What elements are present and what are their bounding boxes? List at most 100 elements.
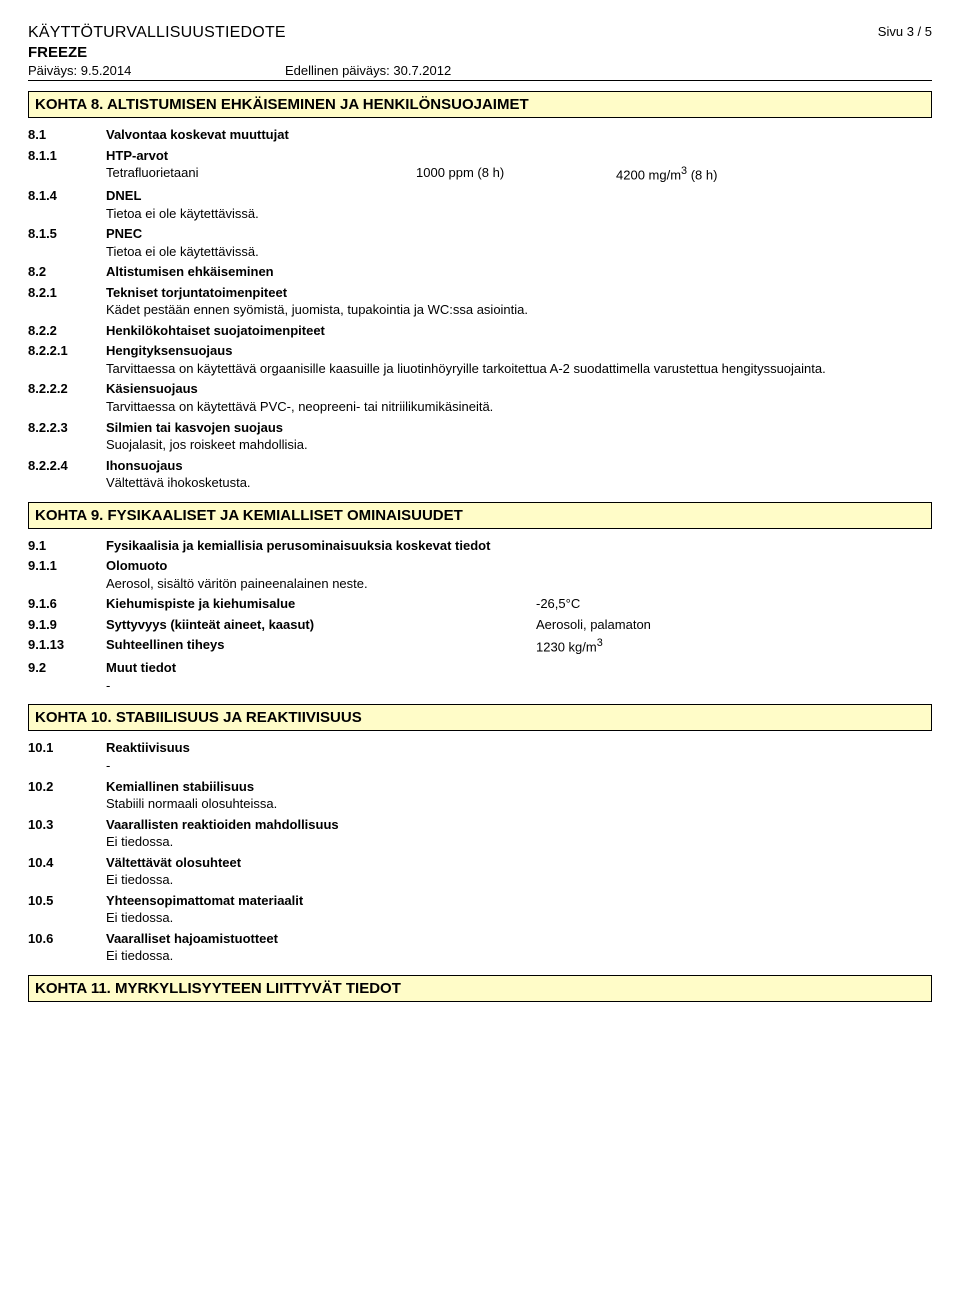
- content: Vältettävät olosuhteet Ei tiedossa.: [106, 854, 932, 889]
- body: Ei tiedossa.: [106, 909, 932, 927]
- header-left: KÄYTTÖTURVALLISUUSTIEDOTE FREEZE Päiväys…: [28, 24, 451, 78]
- label: Vaarallisten reaktioiden mahdollisuus: [106, 816, 932, 834]
- label: Reaktiivisuus: [106, 739, 932, 757]
- row-8-2-2-3: 8.2.2.3 Silmien tai kasvojen suojaus Suo…: [28, 419, 932, 454]
- label: Hengityksensuojaus: [106, 342, 932, 360]
- row-8-1-1: 8.1.1 HTP-arvot Tetrafluorietaani 1000 p…: [28, 147, 932, 184]
- content: Reaktiivisuus -: [106, 739, 932, 774]
- content: Vaaralliset hajoamistuotteet Ei tiedossa…: [106, 930, 932, 965]
- content: Silmien tai kasvojen suojaus Suojalasit,…: [106, 419, 932, 454]
- num: 8.1.1: [28, 147, 106, 184]
- section-10-title: KOHTA 10. STABIILISUUS JA REAKTIIVISUUS: [28, 704, 932, 731]
- num: 10.2: [28, 778, 106, 813]
- row-10-4: 10.4 Vältettävät olosuhteet Ei tiedossa.: [28, 854, 932, 889]
- label: Vältettävät olosuhteet: [106, 854, 932, 872]
- body: Tarvittaessa on käytettävä PVC-, neopree…: [106, 398, 932, 416]
- row-10-1: 10.1 Reaktiivisuus -: [28, 739, 932, 774]
- htp-row: Tetrafluorietaani 1000 ppm (8 h) 4200 mg…: [106, 164, 932, 184]
- num: 9.2: [28, 659, 106, 694]
- content: PNEC Tietoa ei ole käytettävissä.: [106, 225, 932, 260]
- htp-value-1: 1000 ppm (8 h): [416, 164, 616, 184]
- num: 8.2.1: [28, 284, 106, 319]
- row-9-1-6: 9.1.6 Kiehumispiste ja kiehumisalue -26,…: [28, 595, 932, 613]
- num: 10.6: [28, 930, 106, 965]
- num: 10.4: [28, 854, 106, 889]
- content: Kemiallinen stabiilisuus Stabiili normaa…: [106, 778, 932, 813]
- date-current: Päiväys: 9.5.2014: [28, 63, 131, 78]
- section-11-title: KOHTA 11. MYRKYLLISYYTEEN LIITTYVÄT TIED…: [28, 975, 932, 1002]
- row-10-5: 10.5 Yhteensopimattomat materiaalit Ei t…: [28, 892, 932, 927]
- content: Kiehumispiste ja kiehumisalue -26,5°C: [106, 595, 932, 613]
- product-name: FREEZE: [28, 44, 451, 61]
- label: Käsiensuojaus: [106, 380, 932, 398]
- num: 10.5: [28, 892, 106, 927]
- content: DNEL Tietoa ei ole käytettävissä.: [106, 187, 932, 222]
- row-8-2-2-2: 8.2.2.2 Käsiensuojaus Tarvittaessa on kä…: [28, 380, 932, 415]
- num: 9.1.13: [28, 636, 106, 656]
- row-9-1-1: 9.1.1 Olomuoto Aerosol, sisältö väritön …: [28, 557, 932, 592]
- num: 9.1.1: [28, 557, 106, 592]
- row-10-2: 10.2 Kemiallinen stabiilisuus Stabiili n…: [28, 778, 932, 813]
- value: -26,5°C: [536, 595, 580, 613]
- htp-v2-unit: (8 h): [687, 167, 717, 182]
- num: 8.2: [28, 263, 106, 281]
- label: Muut tiedot: [106, 659, 932, 677]
- body: Vältettävä ihokosketusta.: [106, 474, 932, 492]
- label: Silmien tai kasvojen suojaus: [106, 419, 932, 437]
- content: Tekniset torjuntatoimenpiteet Kädet pest…: [106, 284, 932, 319]
- content: Yhteensopimattomat materiaalit Ei tiedos…: [106, 892, 932, 927]
- label: Fysikaalisia ja kemiallisia perusominais…: [106, 537, 932, 555]
- num: 8.2.2.4: [28, 457, 106, 492]
- row-9-1: 9.1 Fysikaalisia ja kemiallisia perusomi…: [28, 537, 932, 555]
- content: Hengityksensuojaus Tarvittaessa on käyte…: [106, 342, 932, 377]
- row-9-2: 9.2 Muut tiedot -: [28, 659, 932, 694]
- label: PNEC: [106, 225, 932, 243]
- content: Vaarallisten reaktioiden mahdollisuus Ei…: [106, 816, 932, 851]
- label: Henkilökohtaiset suojatoimenpiteet: [106, 322, 932, 340]
- row-8-1-4: 8.1.4 DNEL Tietoa ei ole käytettävissä.: [28, 187, 932, 222]
- label: Yhteensopimattomat materiaalit: [106, 892, 932, 910]
- body: -: [106, 677, 932, 695]
- row-10-3: 10.3 Vaarallisten reaktioiden mahdollisu…: [28, 816, 932, 851]
- label: Kiehumispiste ja kiehumisalue: [106, 595, 536, 613]
- row-8-1-5: 8.1.5 PNEC Tietoa ei ole käytettävissä.: [28, 225, 932, 260]
- label: HTP-arvot: [106, 147, 932, 165]
- body: Tarvittaessa on käytettävä orgaanisille …: [106, 360, 932, 378]
- htp-v2-base: 4200 mg/m: [616, 167, 681, 182]
- content: HTP-arvot Tetrafluorietaani 1000 ppm (8 …: [106, 147, 932, 184]
- body: Tietoa ei ole käytettävissä.: [106, 205, 932, 223]
- header-dates: Päiväys: 9.5.2014 Edellinen päiväys: 30.…: [28, 63, 451, 78]
- label: Kemiallinen stabiilisuus: [106, 778, 932, 796]
- label: Ihonsuojaus: [106, 457, 932, 475]
- label: Syttyvyys (kiinteät aineet, kaasut): [106, 616, 536, 634]
- num: 9.1.9: [28, 616, 106, 634]
- row-8-1: 8.1 Valvontaa koskevat muuttujat: [28, 126, 932, 144]
- body: -: [106, 757, 932, 775]
- label: Valvontaa koskevat muuttujat: [106, 126, 932, 144]
- body: Suojalasit, jos roiskeet mahdollisia.: [106, 436, 932, 454]
- value: 1230 kg/m3: [536, 636, 603, 656]
- body: Ei tiedossa.: [106, 947, 932, 965]
- num: 9.1.6: [28, 595, 106, 613]
- label: Altistumisen ehkäiseminen: [106, 263, 932, 281]
- label: Vaaralliset hajoamistuotteet: [106, 930, 932, 948]
- section-8-title: KOHTA 8. ALTISTUMISEN EHKÄISEMINEN JA HE…: [28, 91, 932, 118]
- htp-name: Tetrafluorietaani: [106, 164, 416, 184]
- value-sup: 3: [597, 637, 603, 649]
- label: Suhteellinen tiheys: [106, 636, 536, 656]
- num: 9.1: [28, 537, 106, 555]
- content: Muut tiedot -: [106, 659, 932, 694]
- page-header: KÄYTTÖTURVALLISUUSTIEDOTE FREEZE Päiväys…: [28, 24, 932, 81]
- row-9-1-9: 9.1.9 Syttyvyys (kiinteät aineet, kaasut…: [28, 616, 932, 634]
- num: 8.2.2.2: [28, 380, 106, 415]
- num: 8.1.4: [28, 187, 106, 222]
- page-number: Sivu 3 / 5: [878, 24, 932, 78]
- num: 10.1: [28, 739, 106, 774]
- body: Ei tiedossa.: [106, 871, 932, 889]
- row-8-2: 8.2 Altistumisen ehkäiseminen: [28, 263, 932, 281]
- content: Ihonsuojaus Vältettävä ihokosketusta.: [106, 457, 932, 492]
- content: Käsiensuojaus Tarvittaessa on käytettävä…: [106, 380, 932, 415]
- num: 10.3: [28, 816, 106, 851]
- body: Kädet pestään ennen syömistä, juomista, …: [106, 301, 932, 319]
- body: Aerosol, sisältö väritön paineenalainen …: [106, 575, 932, 593]
